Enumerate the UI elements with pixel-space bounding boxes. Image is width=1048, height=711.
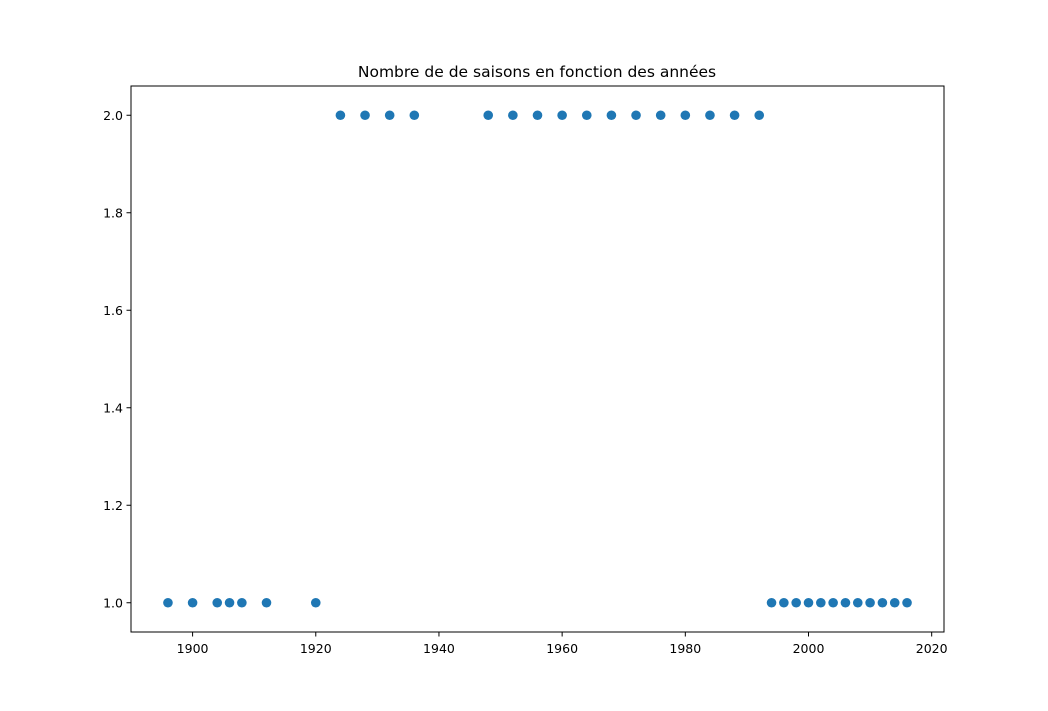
scatter-point [606, 110, 617, 121]
x-tick-label: 1920 [300, 641, 332, 656]
y-tick-label: 2.0 [103, 108, 123, 123]
scatter-point [335, 110, 346, 121]
x-tick-label: 1960 [546, 641, 578, 656]
scatter-point [508, 110, 518, 121]
scatter-point [261, 597, 272, 608]
x-tick-label: 1900 [177, 641, 209, 656]
scatter-point [902, 597, 912, 608]
scatter-point [409, 110, 420, 121]
y-axis: 1.0 1.2 1.4 1.6 1.8 2.0 [103, 108, 131, 610]
scatter-point [889, 597, 900, 608]
scatter-point [865, 597, 875, 608]
scatter-point [803, 597, 814, 608]
scatter-point [187, 597, 198, 608]
scatter-point [766, 597, 777, 608]
data-points [163, 110, 912, 608]
x-tick-label: 2000 [793, 641, 825, 656]
scatter-point [791, 597, 801, 608]
x-tick-label: 2020 [916, 641, 948, 656]
scatter-point [557, 110, 567, 121]
scatter-point [631, 110, 641, 121]
scatter-point [754, 110, 765, 121]
x-axis: 1900 1920 1940 1960 1980 2000 2020 [177, 632, 948, 656]
scatter-point [483, 110, 494, 121]
y-tick-label: 1.6 [103, 303, 123, 318]
scatter-point [163, 597, 173, 608]
scatter-point [852, 597, 863, 608]
y-tick-label: 1.0 [103, 595, 123, 610]
scatter-point [384, 110, 395, 121]
scatter-point [360, 110, 370, 121]
chart-title: Nombre de de saisons en fonction des ann… [358, 63, 716, 81]
scatter-point [532, 110, 543, 121]
y-tick-label: 1.2 [103, 498, 123, 513]
scatter-point [655, 110, 666, 121]
scatter-point [705, 110, 715, 121]
scatter-point [877, 597, 888, 608]
scatter-point [237, 597, 247, 608]
scatter-point [779, 597, 789, 608]
y-tick-label: 1.8 [103, 205, 123, 220]
x-tick-label: 1940 [423, 641, 455, 656]
scatter-point [828, 597, 838, 608]
plot-area [130, 85, 945, 633]
scatter-point [581, 110, 592, 121]
scatter-point [816, 597, 826, 608]
scatter-point [224, 597, 235, 608]
scatter-point [840, 597, 851, 608]
scatter-point [212, 597, 223, 608]
scatter-point [310, 597, 321, 608]
x-tick-label: 1980 [669, 641, 701, 656]
scatter-point [729, 110, 740, 121]
y-tick-label: 1.4 [103, 400, 123, 415]
scatter-point [680, 110, 691, 121]
